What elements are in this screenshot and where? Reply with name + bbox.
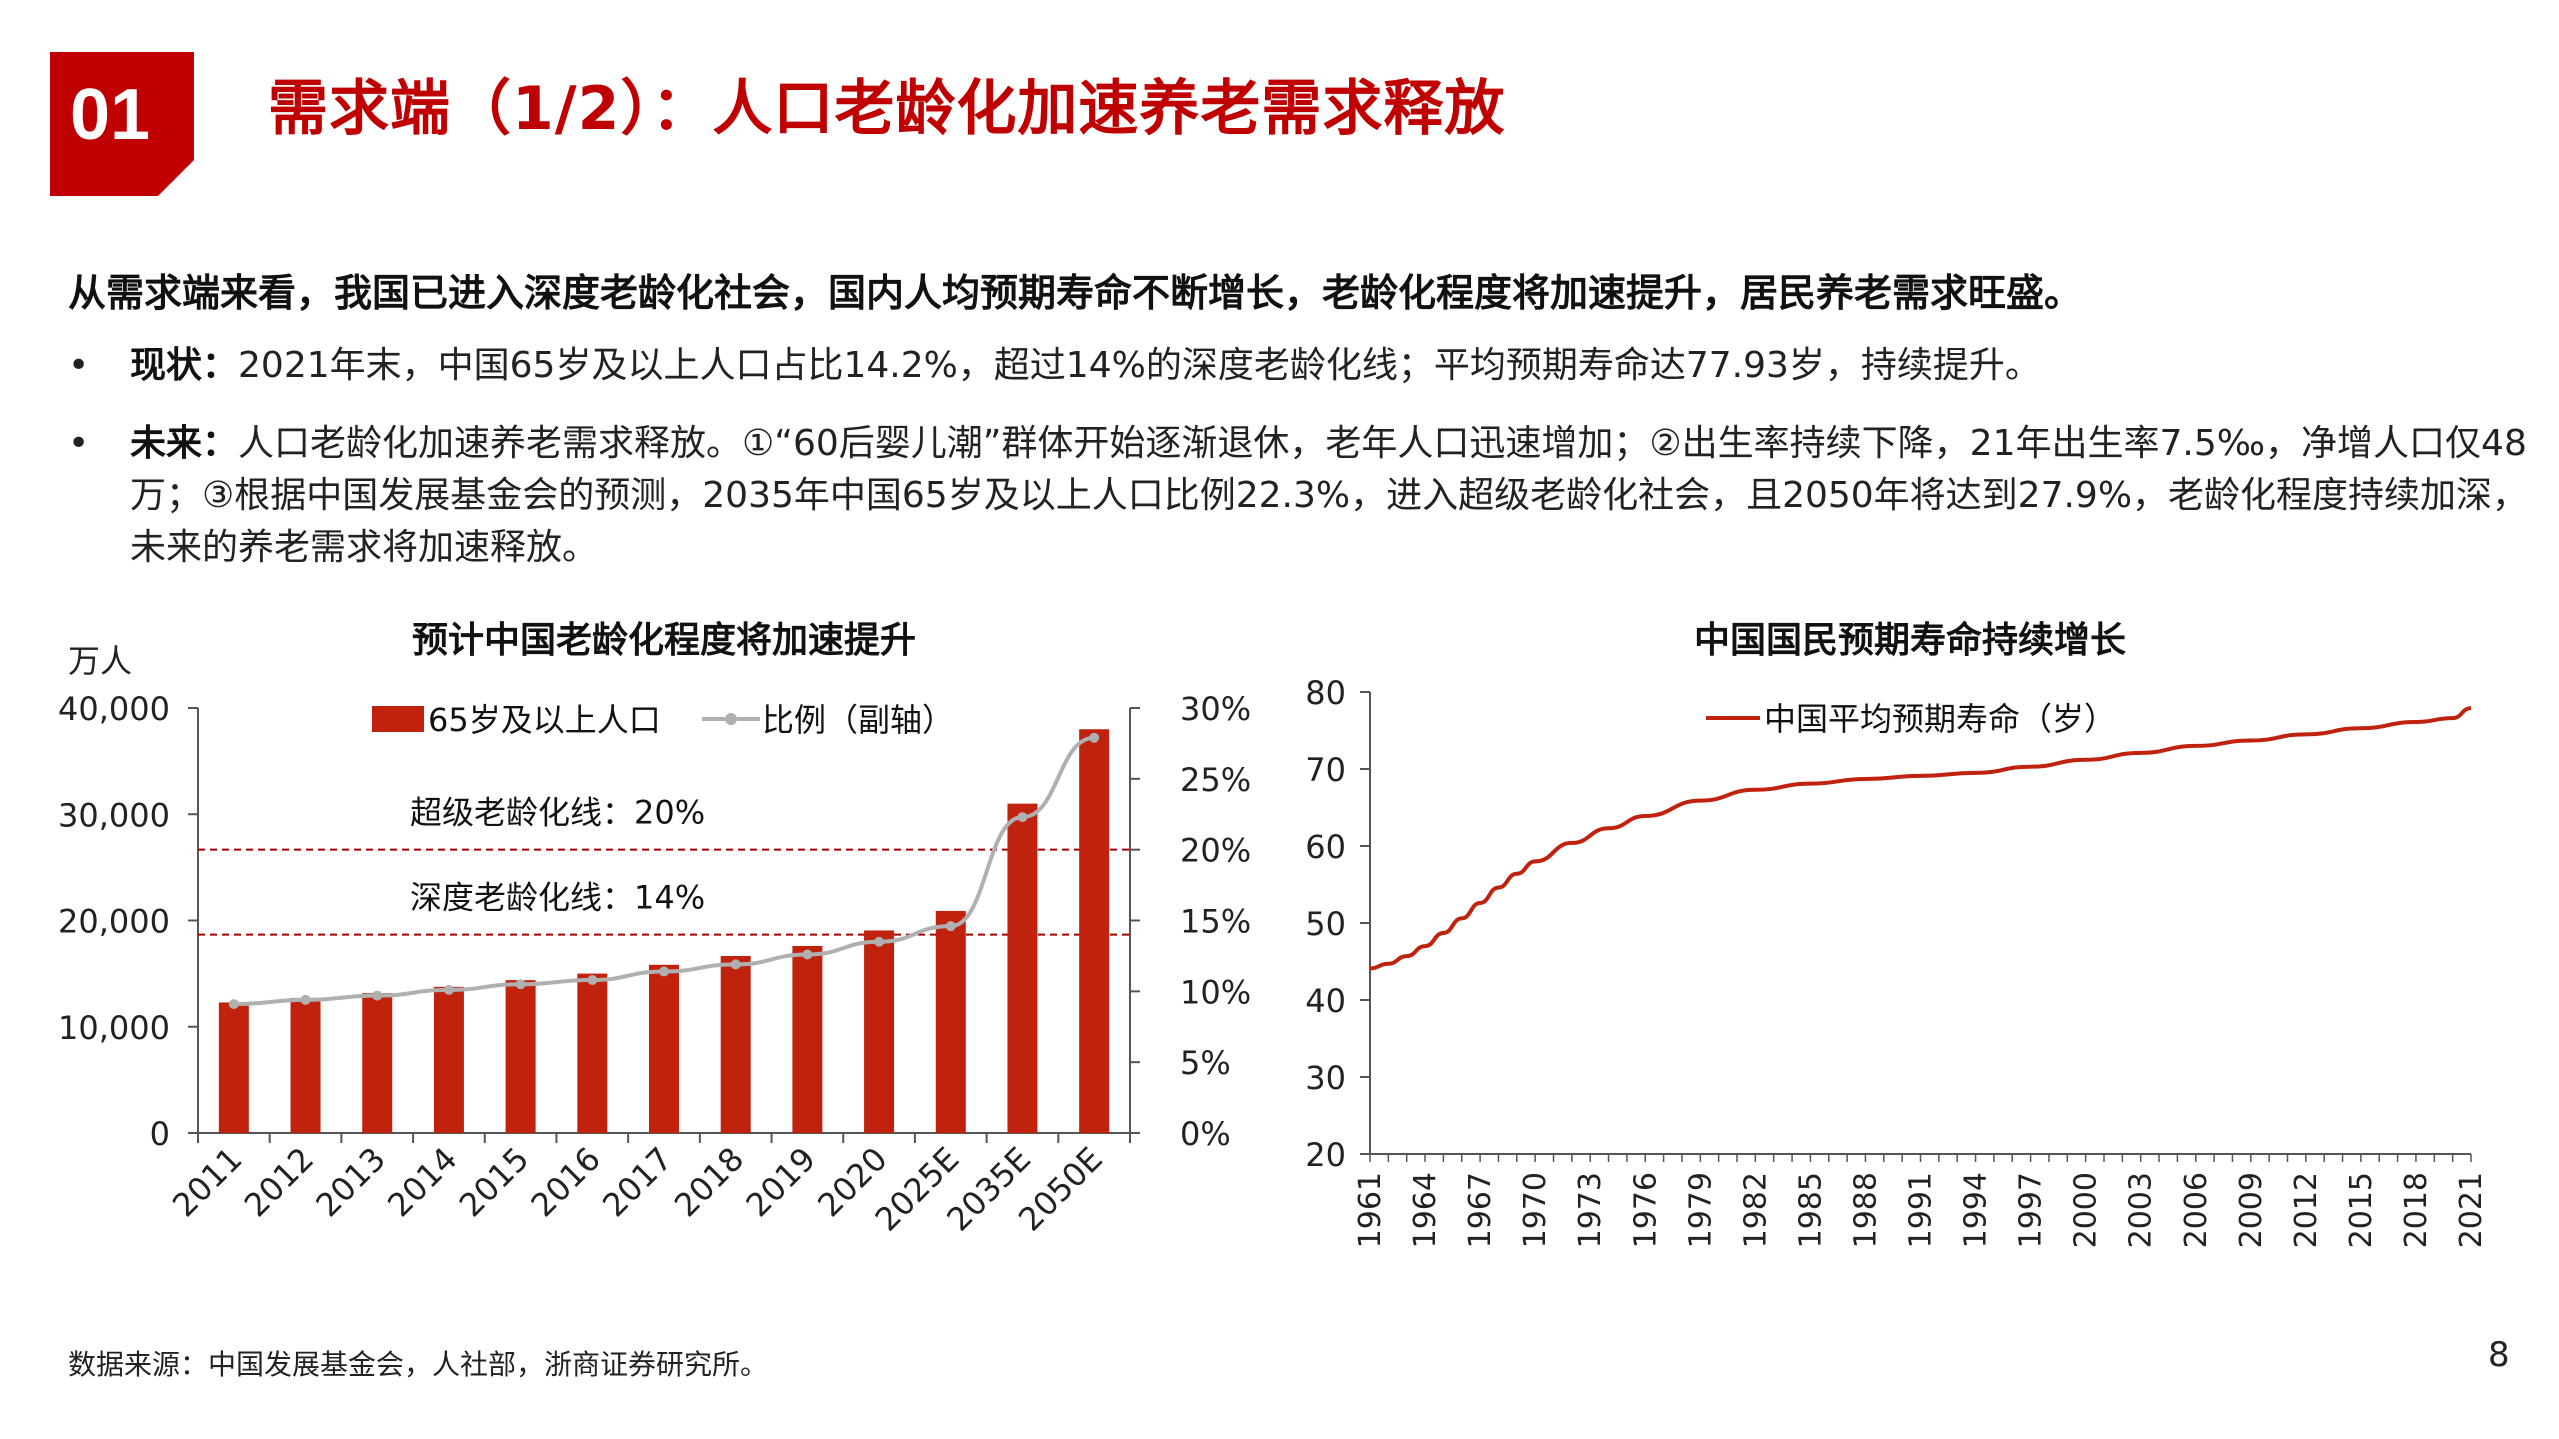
y-tick-label: 70 bbox=[1305, 751, 1346, 789]
ratio-point bbox=[945, 921, 956, 932]
bar bbox=[505, 980, 536, 1133]
legend-bar-swatch bbox=[372, 706, 424, 732]
x-tick-label: 2021 bbox=[2454, 1172, 2489, 1248]
bar bbox=[792, 945, 823, 1133]
y-tick-label: 30 bbox=[1305, 1059, 1346, 1097]
x-tick-label: 2000 bbox=[2069, 1172, 2104, 1248]
bar bbox=[362, 993, 393, 1133]
y-tick-label: 50 bbox=[1305, 905, 1346, 943]
bar bbox=[935, 910, 966, 1133]
legend-line-marker bbox=[725, 713, 737, 725]
y-tick-label: 0 bbox=[150, 1115, 170, 1153]
y2-tick-label: 25% bbox=[1180, 761, 1251, 799]
y-tick-label: 60 bbox=[1305, 828, 1346, 866]
ratio-point bbox=[730, 959, 741, 970]
life-expectancy-line bbox=[1369, 706, 2472, 971]
x-tick-label: 1967 bbox=[1463, 1172, 1498, 1248]
ratio-point bbox=[228, 999, 239, 1010]
section-badge: 01 bbox=[50, 52, 194, 196]
ratio-point bbox=[443, 984, 454, 995]
bullet-text: 人口老龄化加速养老需求释放。①“60后婴儿潮”群体开始逐渐退休，老年人口迅速增加… bbox=[130, 423, 2529, 568]
x-tick-label: 1985 bbox=[1793, 1172, 1828, 1248]
bar bbox=[720, 956, 751, 1133]
bullet-label: 现状： bbox=[130, 345, 239, 386]
bar bbox=[433, 986, 464, 1133]
x-tick-label: 1970 bbox=[1518, 1172, 1553, 1248]
y-tick-label: 20 bbox=[1305, 1136, 1346, 1174]
bar bbox=[1079, 729, 1110, 1133]
y-tick-label: 80 bbox=[1305, 674, 1346, 712]
legend-line-label: 比例（副轴） bbox=[762, 701, 954, 739]
x-tick-label: 1982 bbox=[1738, 1172, 1773, 1248]
legend-bar-label: 65岁及以上人口 bbox=[428, 701, 661, 739]
bullet-label: 未来： bbox=[130, 423, 239, 464]
y2-tick-label: 5% bbox=[1180, 1044, 1231, 1082]
bullet-body: 未来：人口老龄化加速养老需求释放。①“60后婴儿潮”群体开始逐渐退休，老年人口迅… bbox=[130, 418, 2550, 574]
x-tick-label: 1994 bbox=[1959, 1172, 1994, 1248]
chart-title: 中国国民预期寿命持续增长 bbox=[1694, 619, 2126, 661]
ratio-point bbox=[1017, 812, 1028, 823]
bar bbox=[864, 930, 895, 1133]
y-tick-label: 10,000 bbox=[58, 1009, 170, 1047]
y-axis-unit: 万人 bbox=[68, 642, 132, 680]
lead-paragraph: 从需求端来看，我国已进入深度老龄化社会，国内人均预期寿命不断增长，老龄化程度将加… bbox=[68, 271, 2083, 315]
bar bbox=[290, 997, 321, 1133]
ratio-point bbox=[515, 979, 526, 990]
y2-tick-label: 15% bbox=[1180, 903, 1251, 941]
y-tick-label: 30,000 bbox=[58, 796, 170, 834]
x-tick-label: 1991 bbox=[1904, 1172, 1939, 1248]
x-tick-label: 1997 bbox=[2014, 1172, 2049, 1248]
bullet-body: 现状：2021年末，中国65岁及以上人口占比14.2%，超过14%的深度老龄化线… bbox=[130, 340, 2550, 392]
x-tick-label: 2006 bbox=[2179, 1172, 2214, 1248]
x-tick-label: 2018 bbox=[2399, 1172, 2434, 1248]
y2-tick-label: 20% bbox=[1180, 832, 1251, 870]
y-tick-label: 40 bbox=[1305, 982, 1346, 1020]
page-number: 8 bbox=[2488, 1335, 2510, 1375]
x-tick-label: 2012 bbox=[2289, 1172, 2324, 1248]
bar bbox=[218, 1002, 249, 1133]
bar bbox=[577, 973, 608, 1133]
ratio-point bbox=[802, 949, 813, 960]
page-title: 需求端（1/2）：人口老龄化加速养老需求释放 bbox=[268, 74, 1506, 144]
ratio-line bbox=[233, 735, 1095, 1007]
x-tick-label: 2015 bbox=[2344, 1172, 2379, 1248]
x-tick-label: 2003 bbox=[2124, 1172, 2159, 1248]
ratio-point bbox=[874, 936, 885, 947]
y2-tick-label: 30% bbox=[1180, 690, 1251, 728]
x-tick-label: 2009 bbox=[2234, 1172, 2269, 1248]
x-tick-label: 1964 bbox=[1408, 1172, 1443, 1248]
x-tick-label: 1973 bbox=[1573, 1172, 1608, 1248]
bar bbox=[1007, 803, 1038, 1133]
x-tick-label: 1979 bbox=[1683, 1172, 1718, 1248]
ratio-point bbox=[587, 975, 598, 985]
y2-tick-label: 10% bbox=[1180, 973, 1251, 1011]
ratio-point bbox=[372, 990, 383, 1001]
badge-notch bbox=[158, 160, 194, 196]
legend-line-label: 中国平均预期寿命（岁） bbox=[1764, 700, 2116, 738]
bullet-dot: • bbox=[68, 423, 90, 464]
y2-tick-label: 0% bbox=[1180, 1115, 1231, 1153]
reference-line-label: 深度老龄化线：14% bbox=[410, 879, 705, 917]
data-source: 数据来源：中国发展基金会，人社部，浙商证券研究所。 bbox=[68, 1348, 769, 1381]
y-tick-label: 40,000 bbox=[58, 690, 170, 728]
y-tick-label: 20,000 bbox=[58, 903, 170, 941]
chart-title: 预计中国老龄化程度将加速提升 bbox=[412, 620, 916, 661]
x-tick-label: 1988 bbox=[1848, 1172, 1883, 1248]
section-number: 01 bbox=[69, 75, 151, 155]
ratio-point bbox=[1089, 732, 1100, 743]
x-tick-label: 1976 bbox=[1628, 1172, 1663, 1248]
ratio-point bbox=[300, 994, 311, 1005]
bullet-dot: • bbox=[68, 345, 90, 386]
x-tick-label: 1961 bbox=[1353, 1172, 1388, 1248]
bullet-text: 2021年末，中国65岁及以上人口占比14.2%，超过14%的深度老龄化线；平均… bbox=[238, 345, 2041, 386]
ratio-point bbox=[659, 966, 669, 977]
reference-line-label: 超级老龄化线：20% bbox=[410, 794, 705, 832]
bar bbox=[649, 964, 679, 1133]
